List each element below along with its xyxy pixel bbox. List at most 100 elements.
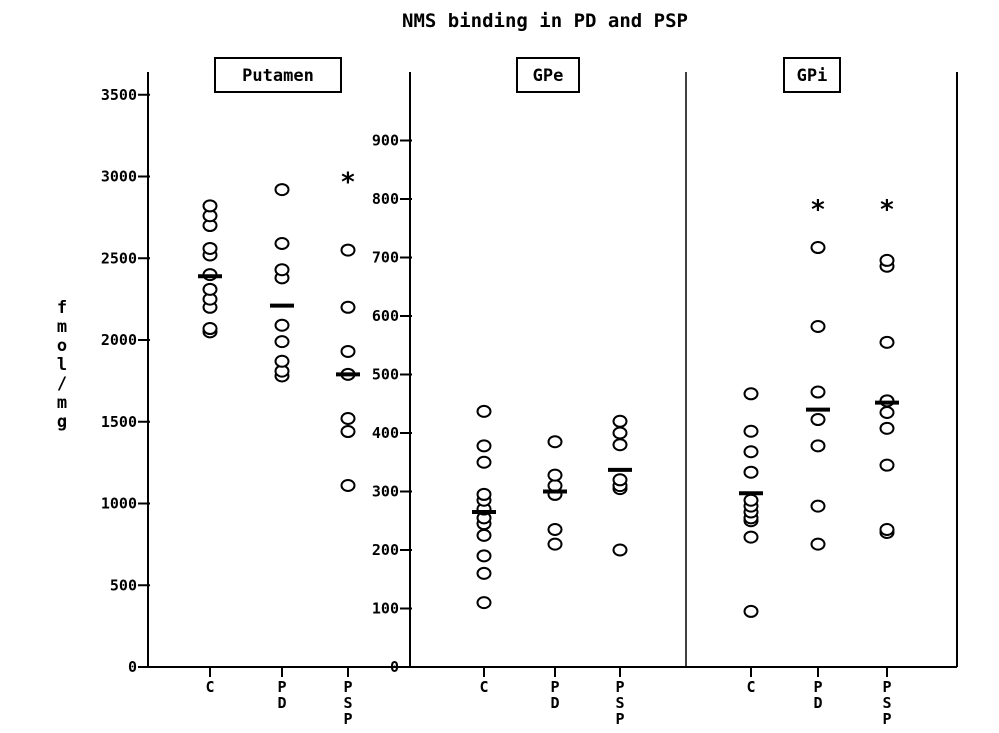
data-point	[879, 421, 895, 435]
x-tick-label: P	[343, 710, 352, 728]
data-point	[879, 406, 895, 420]
panel-title-box	[783, 57, 841, 93]
data-point	[274, 183, 290, 197]
y-tick-label: 3000	[101, 168, 137, 186]
data-point	[743, 465, 759, 479]
data-point	[547, 523, 563, 537]
y-tick-label: 1500	[101, 413, 137, 431]
y-axis-label-char: /	[57, 374, 67, 394]
data-point	[274, 263, 290, 277]
significance-marker: *	[340, 168, 356, 198]
data-point	[743, 387, 759, 401]
y-tick-label: 400	[372, 424, 399, 442]
data-point	[612, 473, 628, 487]
data-point	[476, 566, 492, 580]
x-tick-label: C	[746, 678, 755, 696]
panel-title-box	[516, 57, 580, 93]
y-axis-label-char: m	[57, 393, 67, 413]
data-point	[612, 414, 628, 428]
data-point	[879, 458, 895, 472]
data-point	[202, 282, 218, 296]
data-point	[274, 354, 290, 368]
x-tick-label: P	[277, 678, 286, 696]
data-point	[879, 335, 895, 349]
data-point	[743, 604, 759, 618]
x-tick-label: C	[205, 678, 214, 696]
data-point	[202, 322, 218, 336]
data-point	[879, 253, 895, 267]
data-point	[202, 199, 218, 213]
panel-title: Putamen	[242, 66, 314, 86]
x-tick-label: P	[882, 678, 891, 696]
data-point	[340, 300, 356, 314]
x-tick-label: S	[882, 694, 891, 712]
data-point	[810, 241, 826, 255]
data-point	[476, 528, 492, 542]
panel-title: GPi	[797, 66, 828, 86]
y-axis-label-char: l	[57, 355, 67, 375]
data-point	[202, 241, 218, 255]
data-point	[476, 487, 492, 501]
x-tick-label: D	[550, 694, 559, 712]
x-tick-label: C	[479, 678, 488, 696]
y-tick-label: 0	[128, 658, 137, 676]
chart-title: NMS binding in PD and PSP	[402, 10, 688, 32]
x-tick-label: S	[615, 694, 624, 712]
x-tick-label: S	[343, 694, 352, 712]
y-tick-label: 2500	[101, 249, 137, 267]
y-tick-label: 800	[372, 190, 399, 208]
data-point	[340, 411, 356, 425]
data-point	[340, 479, 356, 493]
data-point	[743, 530, 759, 544]
data-point	[810, 439, 826, 453]
x-tick-label: P	[343, 678, 352, 696]
data-point	[476, 549, 492, 563]
data-point	[274, 237, 290, 251]
data-point	[612, 438, 628, 452]
y-tick-label: 600	[372, 307, 399, 325]
data-point	[810, 385, 826, 399]
y-tick-label: 3500	[101, 86, 137, 104]
data-point	[743, 493, 759, 507]
y-tick-label: 2000	[101, 331, 137, 349]
data-point	[476, 455, 492, 469]
data-point	[547, 537, 563, 551]
y-tick-label: 700	[372, 249, 399, 267]
data-point	[743, 445, 759, 459]
data-point	[547, 435, 563, 449]
y-tick-label: 1000	[101, 495, 137, 513]
data-marks: * * *	[198, 168, 899, 618]
data-point	[340, 344, 356, 358]
y-axis-label-char: o	[57, 336, 67, 356]
panel-title: GPe	[533, 66, 564, 86]
y-tick-label: 100	[372, 600, 399, 618]
y-tick-label: 0	[390, 658, 399, 676]
data-point	[476, 439, 492, 453]
data-point	[476, 596, 492, 610]
y-axis-label-char: f	[57, 298, 67, 318]
y-tick-label: 500	[372, 366, 399, 384]
y-tick-label: 300	[372, 483, 399, 501]
data-point	[274, 335, 290, 349]
y-axis-label-char: m	[57, 317, 67, 337]
data-point	[743, 424, 759, 438]
data-point	[612, 543, 628, 557]
data-point	[810, 537, 826, 551]
data-point	[810, 320, 826, 334]
data-point	[547, 468, 563, 482]
data-point	[810, 499, 826, 513]
x-tick-label: P	[813, 678, 822, 696]
significance-marker: *	[879, 195, 895, 225]
panel-title-box	[214, 57, 342, 93]
data-point	[274, 318, 290, 332]
x-tick-label: P	[882, 710, 891, 728]
data-point	[476, 404, 492, 418]
x-tick-label: D	[277, 694, 286, 712]
x-tick-label: P	[615, 678, 624, 696]
x-tick-label: P	[550, 678, 559, 696]
x-tick-label: P	[615, 710, 624, 728]
y-tick-label: 200	[372, 541, 399, 559]
